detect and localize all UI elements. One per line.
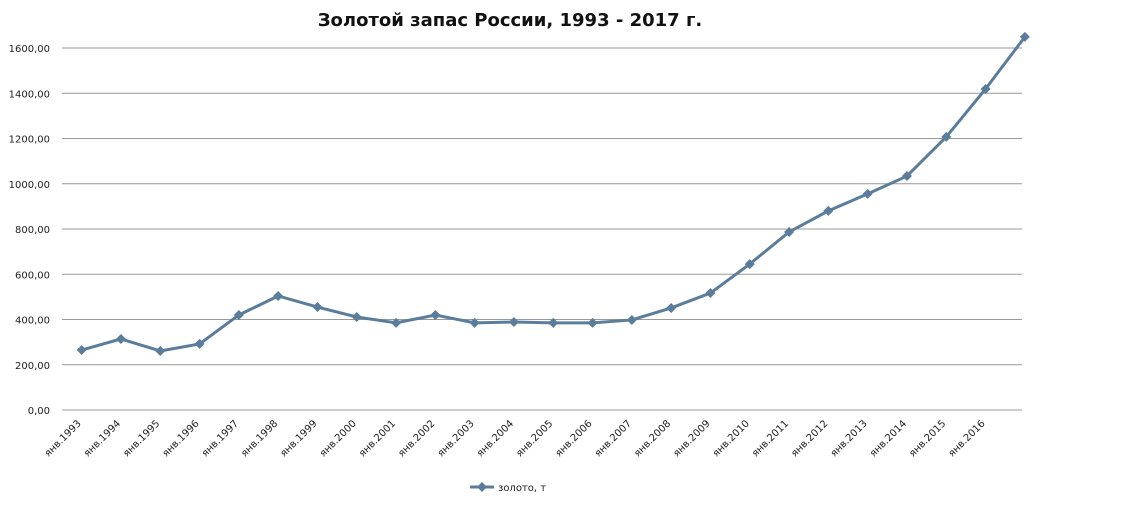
x-tick-label: янв.2013	[829, 418, 870, 459]
point	[76, 345, 87, 356]
point	[1019, 31, 1030, 42]
point	[194, 338, 205, 349]
y-tick-label: 800,00	[15, 225, 50, 236]
x-tick-label: янв.1994	[82, 418, 123, 459]
point	[980, 83, 991, 94]
x-tick-label: янв.1995	[121, 418, 162, 459]
x-tick-label: янв.2003	[436, 418, 477, 459]
point	[784, 226, 795, 237]
x-tick-label: янв.2012	[789, 418, 830, 459]
point	[155, 345, 166, 356]
x-tick-label: янв.2005	[514, 418, 555, 459]
line-series	[81, 36, 1027, 353]
x-tick-label: янв.2002	[396, 418, 437, 459]
legend-label: золото, т	[498, 483, 546, 494]
point	[469, 317, 480, 328]
point	[233, 309, 244, 320]
y-tick-label: 600,00	[15, 270, 50, 281]
y-tick-label: 0,00	[28, 406, 50, 417]
y-tick-label: 1400,00	[9, 89, 50, 100]
point	[744, 259, 755, 270]
x-tick-label: янв.2000	[318, 418, 359, 459]
point	[823, 205, 834, 216]
point	[862, 188, 873, 199]
point	[115, 333, 126, 344]
y-tick-label: 1000,00	[9, 180, 50, 191]
x-tick-label: янв.2007	[593, 418, 634, 459]
point	[666, 302, 677, 313]
point	[587, 317, 598, 328]
x-tick-label: янв.2004	[475, 418, 516, 459]
x-tick-label: янв.2009	[672, 418, 713, 459]
x-tick-label: янв.1999	[279, 418, 320, 459]
x-tick-label: янв.2006	[554, 418, 595, 459]
y-tick-label: 400,00	[15, 316, 50, 327]
point	[351, 312, 362, 323]
point	[941, 131, 952, 142]
legend-marker	[477, 482, 487, 492]
point	[901, 171, 912, 182]
x-tick-label: янв.1998	[239, 418, 280, 459]
x-tick-label: янв.1996	[161, 418, 202, 459]
point	[312, 302, 323, 313]
y-tick-label: 1200,00	[9, 135, 50, 146]
point	[705, 288, 716, 299]
x-tick-label: янв.1993	[43, 418, 84, 459]
point	[430, 309, 441, 320]
x-tick-label: янв.2010	[711, 418, 752, 459]
x-tick-label: янв.2001	[357, 418, 398, 459]
chart-title: Золотой запас России, 1993 - 2017 г.	[318, 10, 702, 31]
x-tick-label: янв.2016	[947, 418, 988, 459]
point	[548, 317, 559, 328]
point	[273, 290, 284, 301]
x-tick-label: янв.1997	[200, 418, 241, 459]
y-tick-label: 200,00	[15, 361, 50, 372]
x-tick-label: янв.2008	[632, 418, 673, 459]
x-tick-label: янв.2015	[907, 418, 948, 459]
point	[626, 314, 637, 325]
point	[508, 316, 519, 327]
point	[391, 317, 402, 328]
y-tick-label: 1600,00	[9, 44, 50, 55]
x-tick-label: янв.2014	[868, 418, 909, 459]
x-tick-label: янв.2011	[750, 418, 791, 459]
